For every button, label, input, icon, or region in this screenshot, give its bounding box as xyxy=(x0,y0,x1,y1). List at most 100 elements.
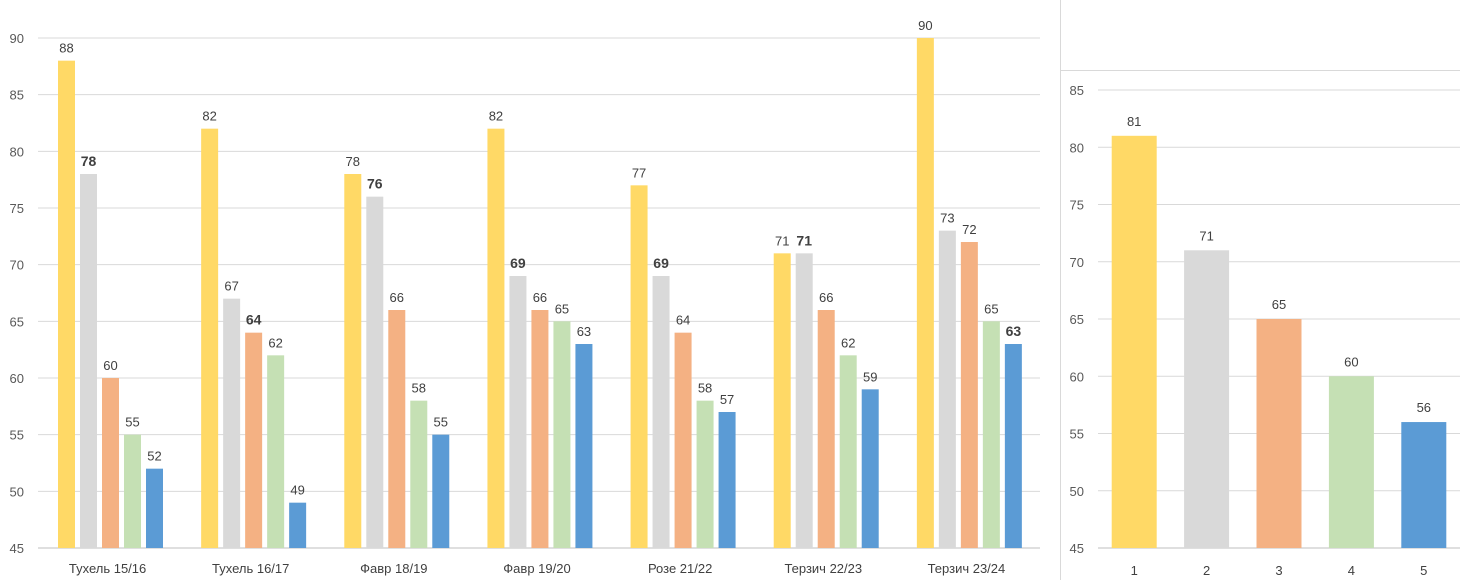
bar xyxy=(839,355,857,548)
y-tick-label: 85 xyxy=(10,88,24,103)
data-label: 71 xyxy=(775,233,789,248)
data-label: 73 xyxy=(940,211,954,226)
y-tick-label: 75 xyxy=(10,201,24,216)
category-label: 2 xyxy=(1203,563,1210,578)
category-label: Терзич 23/24 xyxy=(928,561,1006,576)
y-tick-label: 85 xyxy=(1070,83,1084,98)
data-label: 65 xyxy=(1272,297,1286,312)
data-label: 64 xyxy=(246,312,262,328)
bar xyxy=(201,128,219,548)
y-tick-label: 65 xyxy=(10,314,24,329)
data-label: 64 xyxy=(676,313,690,328)
data-label: 71 xyxy=(1199,228,1213,243)
bar xyxy=(344,174,362,548)
data-label: 81 xyxy=(1127,114,1141,129)
data-label: 66 xyxy=(819,290,833,305)
data-label: 82 xyxy=(489,109,503,124)
bar xyxy=(773,253,791,549)
data-label: 65 xyxy=(555,301,569,316)
bar xyxy=(630,185,648,549)
data-label: 69 xyxy=(510,255,526,271)
bar xyxy=(289,502,307,548)
bar xyxy=(1256,319,1302,548)
bar xyxy=(817,310,835,548)
data-label: 63 xyxy=(1006,323,1022,339)
bar xyxy=(718,412,736,548)
right-chart-top-border xyxy=(1060,70,1460,71)
data-label: 62 xyxy=(841,335,855,350)
bar xyxy=(366,196,384,548)
y-tick-label: 50 xyxy=(1070,484,1084,499)
data-label: 66 xyxy=(390,290,404,305)
data-label: 56 xyxy=(1417,400,1431,415)
data-label: 49 xyxy=(290,483,304,498)
y-tick-label: 80 xyxy=(1070,140,1084,155)
category-label: Терзич 22/23 xyxy=(784,561,862,576)
data-label: 78 xyxy=(346,154,360,169)
data-label: 67 xyxy=(224,279,238,294)
y-tick-label: 75 xyxy=(1070,198,1084,213)
bar xyxy=(696,400,714,548)
bar xyxy=(487,128,505,548)
data-label: 55 xyxy=(434,415,448,430)
category-label: Тухель 15/16 xyxy=(69,561,146,576)
data-label: 63 xyxy=(577,324,591,339)
bar xyxy=(1328,376,1374,548)
data-label: 52 xyxy=(147,449,161,464)
bar xyxy=(223,298,241,548)
bar xyxy=(861,389,879,548)
y-tick-label: 70 xyxy=(1070,255,1084,270)
bar xyxy=(531,310,549,548)
bar xyxy=(388,310,406,548)
y-tick-label: 60 xyxy=(1070,369,1084,384)
data-label: 90 xyxy=(918,18,932,33)
bar xyxy=(1184,250,1230,549)
data-label: 82 xyxy=(202,109,216,124)
data-label: 88 xyxy=(59,41,73,56)
summary-bar-chart: 45 50 55 60 65 70 75 80 85 81 1 71 2 65 3 60 4 56 5 xyxy=(1060,0,1460,580)
bar xyxy=(1401,422,1447,548)
data-label: 78 xyxy=(81,153,97,169)
category-label: 4 xyxy=(1348,563,1355,578)
category-label: Фавр 19/20 xyxy=(503,561,570,576)
category-label: Фавр 18/19 xyxy=(360,561,427,576)
bar xyxy=(795,253,813,549)
data-label: 58 xyxy=(412,381,426,396)
y-tick-label: 45 xyxy=(1070,541,1084,556)
y-tick-label: 55 xyxy=(10,428,24,443)
data-label: 71 xyxy=(796,232,812,248)
y-tick-label: 55 xyxy=(1070,427,1084,442)
category-label: 1 xyxy=(1131,563,1138,578)
data-label: 69 xyxy=(653,255,669,271)
bar xyxy=(960,242,978,548)
bar xyxy=(938,230,956,548)
data-label: 72 xyxy=(962,222,976,237)
bar xyxy=(58,60,75,549)
data-label: 57 xyxy=(720,392,734,407)
bar xyxy=(432,434,450,548)
data-label: 66 xyxy=(533,290,547,305)
bar xyxy=(674,332,692,548)
bar xyxy=(553,321,571,548)
category-label: 3 xyxy=(1275,563,1282,578)
bar xyxy=(245,332,263,548)
category-label: 5 xyxy=(1420,563,1427,578)
grouped-bar-chart-svg: 45 50 55 60 65 70 75 80 85 90 88 78 60 55 52 Тухель 15/… xyxy=(10,18,1040,576)
data-label: 55 xyxy=(125,415,139,430)
category-label: Розе 21/22 xyxy=(648,561,712,576)
grouped-bar-chart: 45 50 55 60 65 70 75 80 85 90 88 78 60 55 52 Тухель 15/… xyxy=(10,18,1040,576)
y-tick-label: 60 xyxy=(10,371,24,386)
bar xyxy=(1004,344,1022,548)
y-tick-label: 70 xyxy=(10,258,24,273)
data-label: 59 xyxy=(863,369,877,384)
y-tick-label: 80 xyxy=(10,144,24,159)
bar xyxy=(102,378,119,548)
bar xyxy=(410,400,428,548)
data-label: 60 xyxy=(103,358,117,373)
y-tick-label: 50 xyxy=(10,484,24,499)
bar xyxy=(575,344,593,548)
bar xyxy=(509,276,527,548)
data-label: 62 xyxy=(268,335,282,350)
bar xyxy=(652,276,670,548)
bar xyxy=(124,434,141,548)
